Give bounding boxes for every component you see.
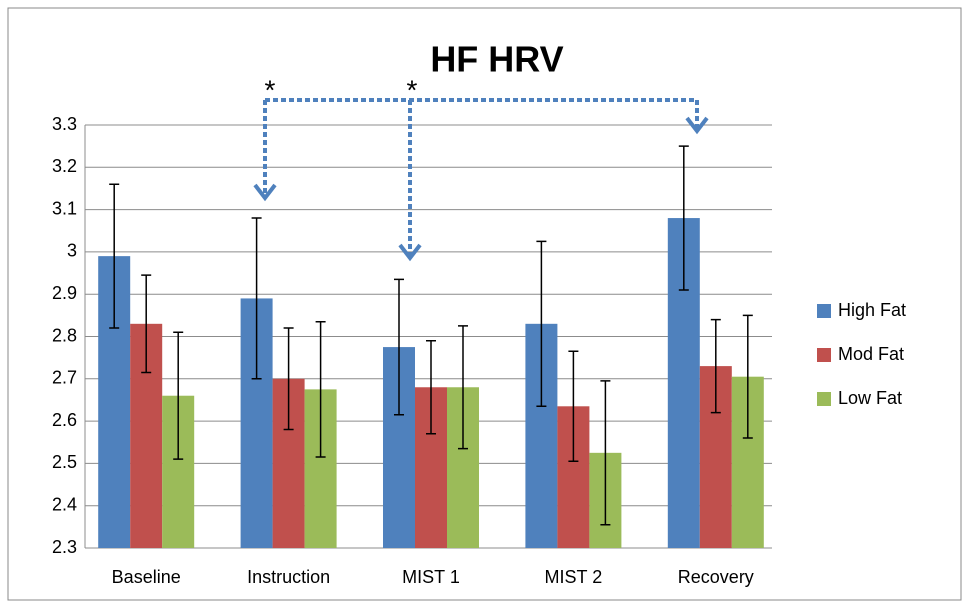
error-bar [536, 240, 547, 408]
y-tick-label: 2.7 [52, 368, 77, 388]
arrow-head [253, 183, 277, 202]
y-tick-label: 3 [67, 241, 77, 261]
x-tick-label: Instruction [247, 567, 330, 587]
error-bar [710, 318, 721, 414]
legend-swatch [817, 392, 831, 406]
error-bar [251, 217, 262, 380]
x-tick-label: Baseline [112, 567, 181, 587]
error-bar [600, 380, 611, 526]
y-tick-label: 2.4 [52, 494, 77, 514]
legend-label: Mod Fat [838, 344, 904, 364]
legend-label: Low Fat [838, 388, 902, 408]
annotation: * [265, 74, 276, 105]
x-tick-label: MIST 2 [545, 567, 603, 587]
significance-arrows [253, 98, 709, 262]
error-bar [283, 327, 294, 431]
error-bar [173, 331, 184, 460]
y-tick-label: 3.3 [52, 114, 77, 134]
arrow-head [685, 116, 709, 135]
y-tick-label: 2.3 [52, 537, 77, 557]
legend-swatch [817, 348, 831, 362]
error-bar [568, 350, 579, 463]
legend-swatch [817, 304, 831, 318]
error-bar [315, 320, 326, 458]
y-tick-label: 2.8 [52, 325, 77, 345]
error-bar [742, 314, 753, 439]
y-tick-label: 3.1 [52, 198, 77, 218]
y-tick-label: 2.5 [52, 452, 77, 472]
chart-title: HF HRV [430, 39, 563, 80]
legend-label: High Fat [838, 300, 906, 320]
error-bar [141, 274, 152, 374]
arrow-head [398, 243, 422, 262]
x-tick-label: Recovery [678, 567, 754, 587]
error-bar [678, 145, 689, 291]
y-tick-label: 2.9 [52, 283, 77, 303]
error-bar [109, 183, 120, 329]
x-tick-label: MIST 1 [402, 567, 460, 587]
y-tick-label: 2.6 [52, 410, 77, 430]
annotation: * [407, 74, 418, 105]
error-bar [458, 325, 468, 450]
error-bar [426, 339, 436, 435]
error-bar [394, 278, 404, 416]
y-tick-label: 3.2 [52, 156, 77, 176]
